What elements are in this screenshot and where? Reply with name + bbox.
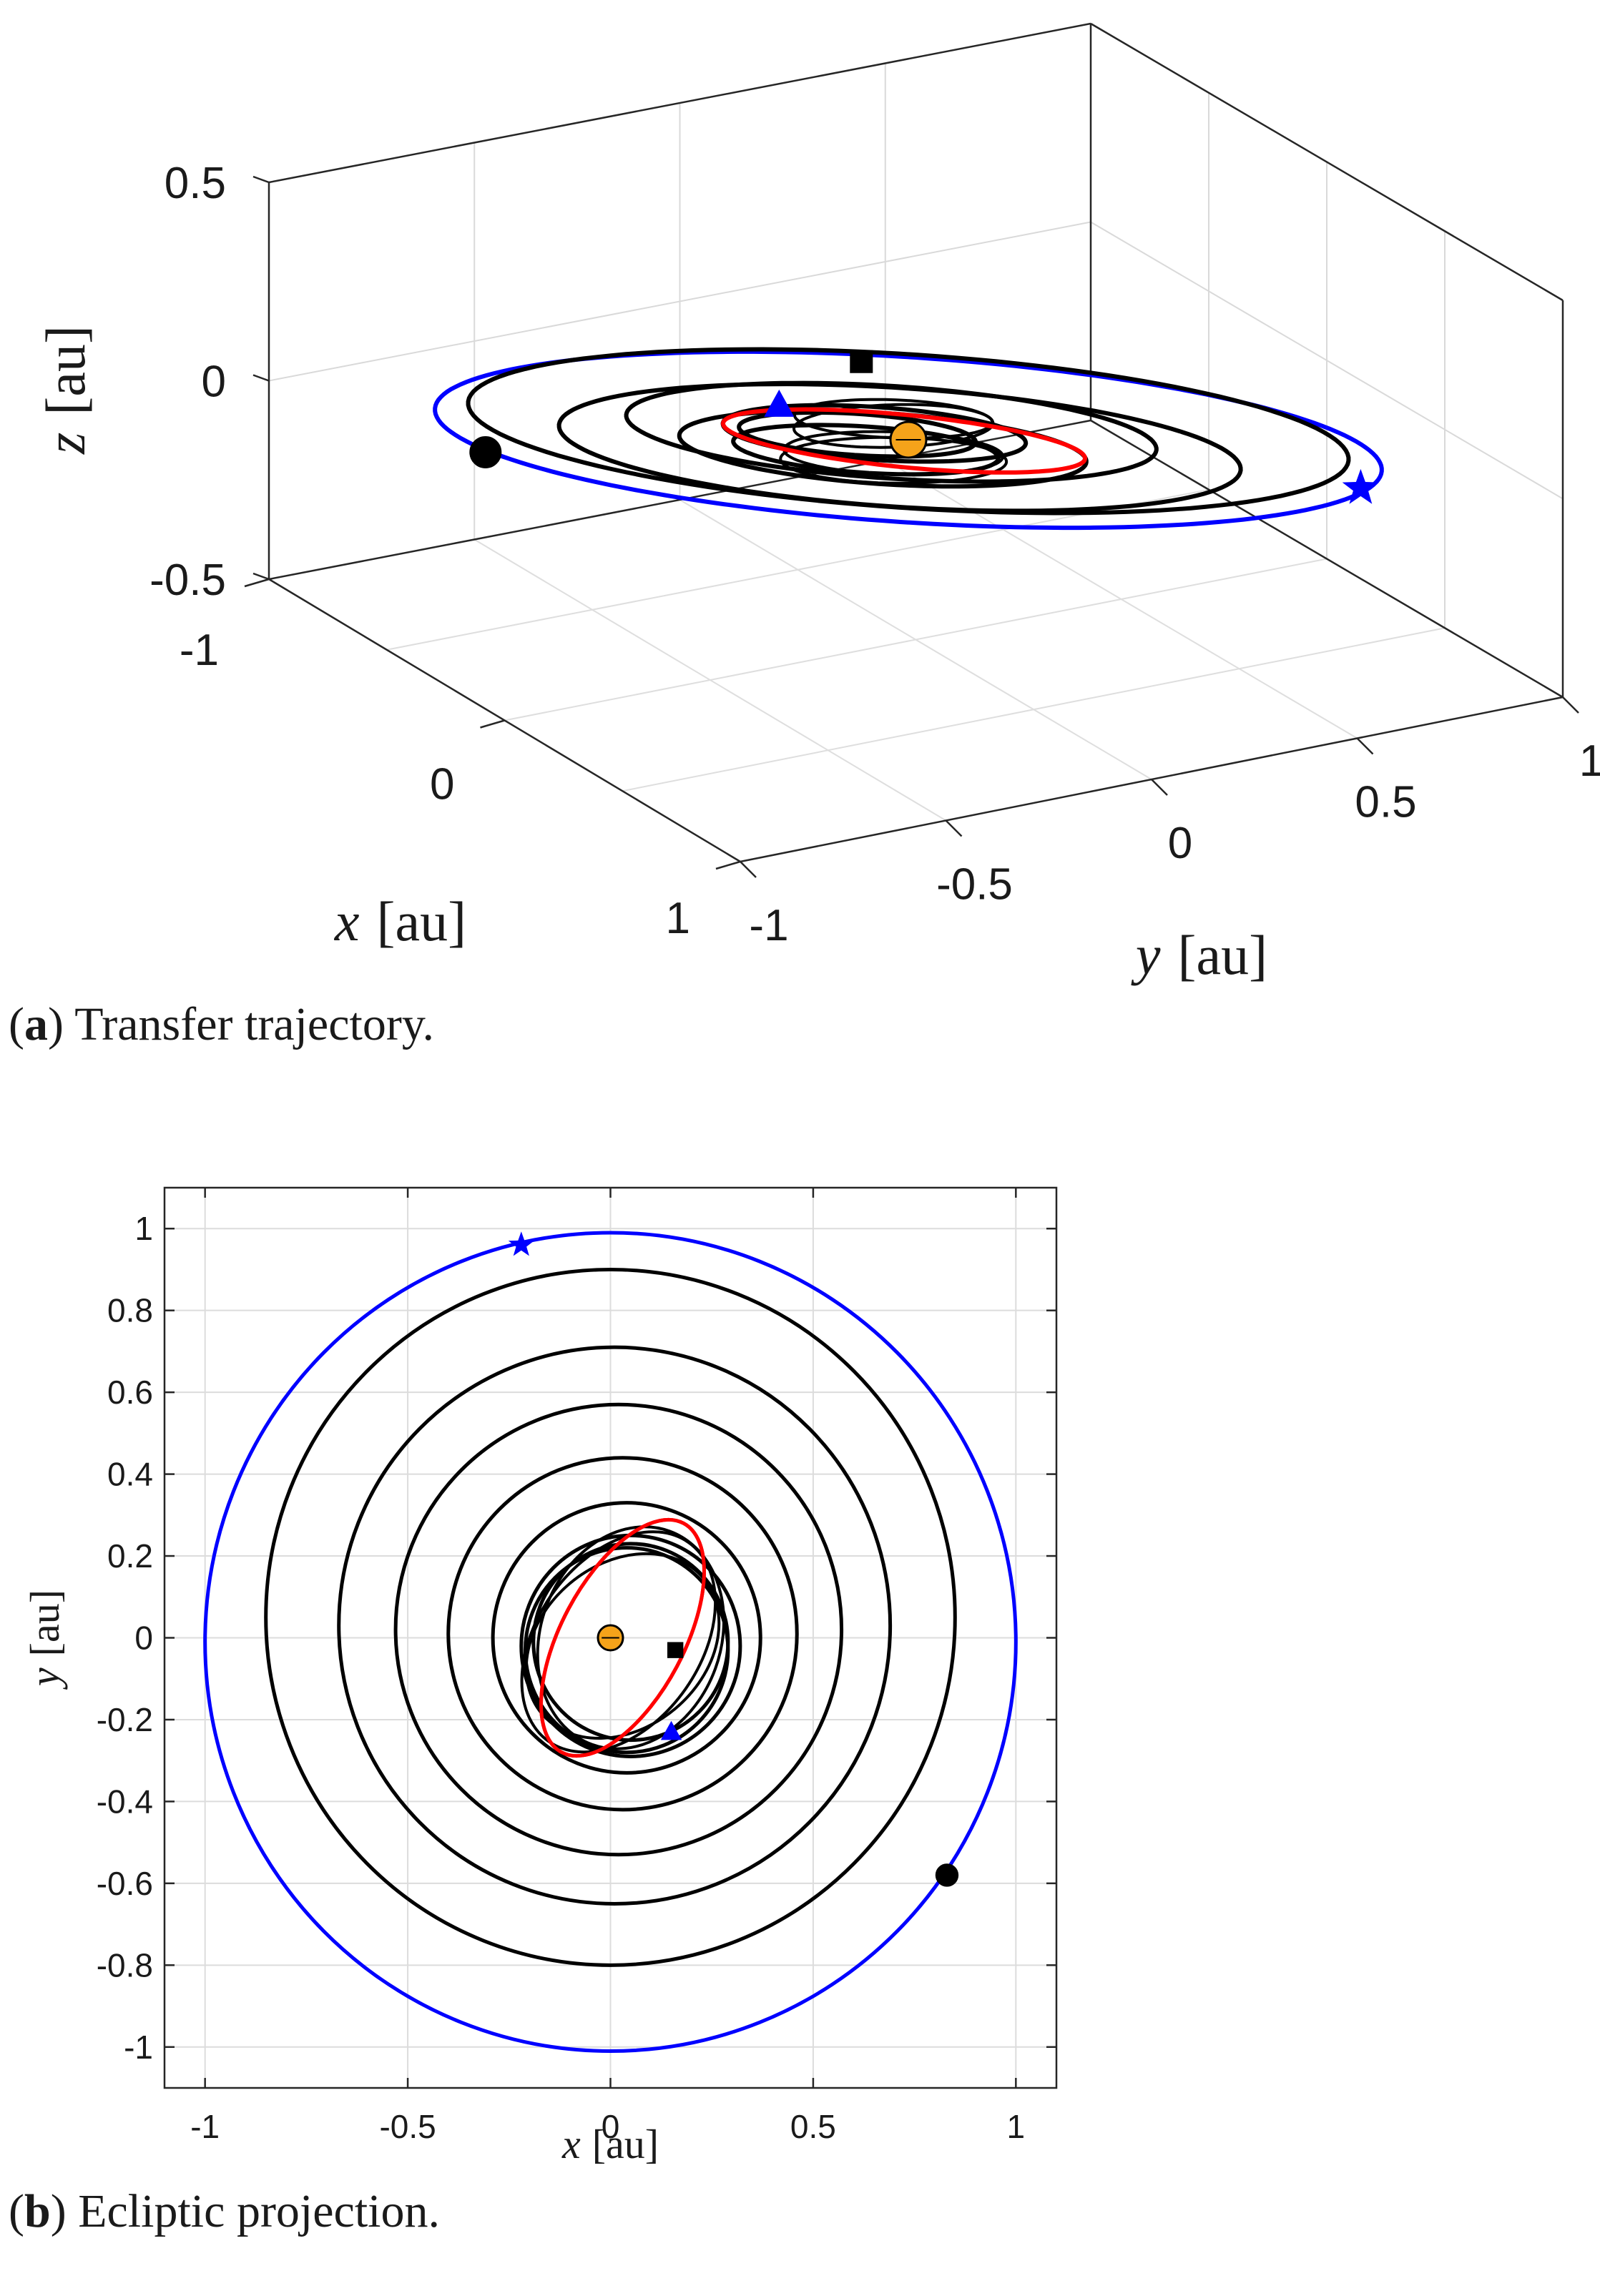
grid3d-floor-a-2 xyxy=(622,627,1446,792)
tick-label-y3d-2: 0 xyxy=(1168,819,1192,868)
tick-y3d-3 xyxy=(1356,737,1374,755)
tick-label-x3d-2: 1 xyxy=(666,894,690,943)
series-3d-target-orbit xyxy=(720,407,1088,475)
y-axis-var-2d: y xyxy=(21,1667,68,1690)
tick-z-2 xyxy=(252,572,270,581)
grid3d-right-h-0 xyxy=(1090,221,1564,500)
x-axis-unit-3d: [au] xyxy=(377,890,467,952)
tick-label-y3d-1: -0.5 xyxy=(936,860,1013,910)
series-2d-target-orbit-top xyxy=(539,1517,707,1758)
tick-label-y3d-0: -1 xyxy=(749,901,788,950)
x-axis-label-2d: x [au] xyxy=(561,2121,659,2167)
chart3d-marker-star xyxy=(1342,468,1380,504)
tick-z-0 xyxy=(252,175,270,184)
series-2d-transfer-loop-2 xyxy=(393,1402,844,1857)
x-axis-label-3d: x [au] xyxy=(334,890,466,952)
box-edge-top-left xyxy=(268,22,1091,184)
box-edge-top-right xyxy=(1090,22,1564,302)
tick-z-1 xyxy=(252,374,270,382)
chart3d-marker-start xyxy=(469,436,502,469)
tick-label-x-3: 0.5 xyxy=(790,2108,836,2145)
caption-a: (a) Transfer trajectory. xyxy=(9,998,435,1050)
tick-label-x-4: 1 xyxy=(1007,2108,1026,2145)
series-3d-transfer-inner-3 xyxy=(779,435,1008,485)
tick-label-x3d-0: -1 xyxy=(180,626,219,675)
tick-label-y-6: -0.2 xyxy=(97,1701,153,1738)
grid3d-back-h-0 xyxy=(268,221,1091,382)
tick-label-z-1: 0 xyxy=(202,358,226,407)
tick-y3d-4 xyxy=(1562,696,1579,714)
x-axis-var-3d: x xyxy=(334,890,360,952)
tick-label-y-8: -0.6 xyxy=(97,1865,153,1902)
x-axis-var-2d: x xyxy=(561,2121,581,2167)
tick-label-y-1: 0.8 xyxy=(107,1292,153,1329)
chart2d-marker-start xyxy=(935,1863,959,1887)
tick-label-y-5: 0 xyxy=(134,1620,153,1657)
caption-b-text: Ecliptic projection. xyxy=(78,2185,441,2237)
chart3d-marker-square xyxy=(850,350,873,373)
tick-label-y-3: 0.4 xyxy=(107,1456,153,1493)
caption-b-letter: b xyxy=(24,2185,51,2237)
tick-label-y3d-3: 0.5 xyxy=(1355,778,1416,827)
panel-2d: -1 -0.5 0 0.5 1 1 0.8 0.6 0.4 0.2 0 -0.2 -0.4 -0.6 -0.… xyxy=(21,1186,1058,2167)
tick-label-z-2: -0.5 xyxy=(149,556,226,605)
grid3d-floor-b-1 xyxy=(679,499,1152,780)
x-axis-unit-2d: [au] xyxy=(592,2121,659,2167)
tick-label-y-0: 1 xyxy=(134,1210,153,1247)
tick-x3d-1 xyxy=(480,719,505,729)
y-axis-label-3d: y [au] xyxy=(1131,924,1267,986)
z-axis-var-3d: z xyxy=(34,433,97,455)
caption-a-text: Transfer trajectory. xyxy=(74,998,435,1050)
tick-label-x-0: -1 xyxy=(190,2108,220,2145)
tick-x3d-0 xyxy=(244,578,270,588)
series-2d-transfer-loop-3 xyxy=(446,1456,799,1812)
grid3d-floor-b-2 xyxy=(885,459,1358,739)
tick-label-x-1: -0.5 xyxy=(379,2108,436,2145)
tick-x3d-2 xyxy=(715,860,741,870)
tick-label-y3d-4: 1 xyxy=(1579,736,1600,786)
chart2d-marker-star xyxy=(508,1231,534,1256)
y-axis-unit-3d: [au] xyxy=(1178,924,1268,986)
panel-3d: 0.5 0 -0.5 -1 0 1 -1 -0.5 0 0.5 1 x [au] y [au] z [au] xyxy=(34,22,1600,986)
series-2d-transfer-loop-1 xyxy=(337,1345,893,1906)
tick-y3d-1 xyxy=(945,819,963,837)
caption-a-letter: a xyxy=(24,998,48,1050)
series-2d-transfer-loop-0 xyxy=(264,1267,957,1967)
y-axis-unit-2d: [au] xyxy=(21,1590,68,1656)
caption-b: (b) Ecliptic projection. xyxy=(9,2185,441,2237)
tick-y3d-2 xyxy=(1151,779,1168,796)
tick-y3d-0 xyxy=(740,861,757,878)
tick-label-y-4: 0.2 xyxy=(107,1537,153,1575)
chart2d-marker-triangle xyxy=(660,1720,682,1740)
tick-label-y-2: 0.6 xyxy=(107,1374,153,1411)
box-edge-floor-right xyxy=(1090,419,1564,699)
chart2d-marker-square xyxy=(667,1642,684,1658)
tick-label-z-0: 0.5 xyxy=(165,159,226,208)
tick-label-y-9: -0.8 xyxy=(97,1946,153,1984)
series-3d-transfer-loop-0 xyxy=(466,347,1351,516)
z-axis-unit-3d: [au] xyxy=(34,325,97,415)
tick-label-x-2: 0 xyxy=(602,2108,620,2145)
series-3d-transfer-inner-2 xyxy=(793,398,994,440)
series-2d-departure-orbit xyxy=(203,1231,1018,2053)
tick-label-y-10: -1 xyxy=(124,2029,153,2066)
z-axis-label-3d: z [au] xyxy=(34,325,97,455)
chart3d-marker-triangle xyxy=(764,389,795,417)
y-axis-label-2d: y [au] xyxy=(21,1590,68,1690)
series-3d-transfer-loop-6 xyxy=(737,410,978,459)
tick-label-y-7: -0.4 xyxy=(97,1783,153,1820)
tick-label-x3d-1: 0 xyxy=(430,760,454,809)
y-axis-var-3d: y xyxy=(1131,924,1161,986)
box-edge-floor-back xyxy=(268,419,1091,581)
series-2d-transfer-loop-4 xyxy=(491,1501,762,1775)
